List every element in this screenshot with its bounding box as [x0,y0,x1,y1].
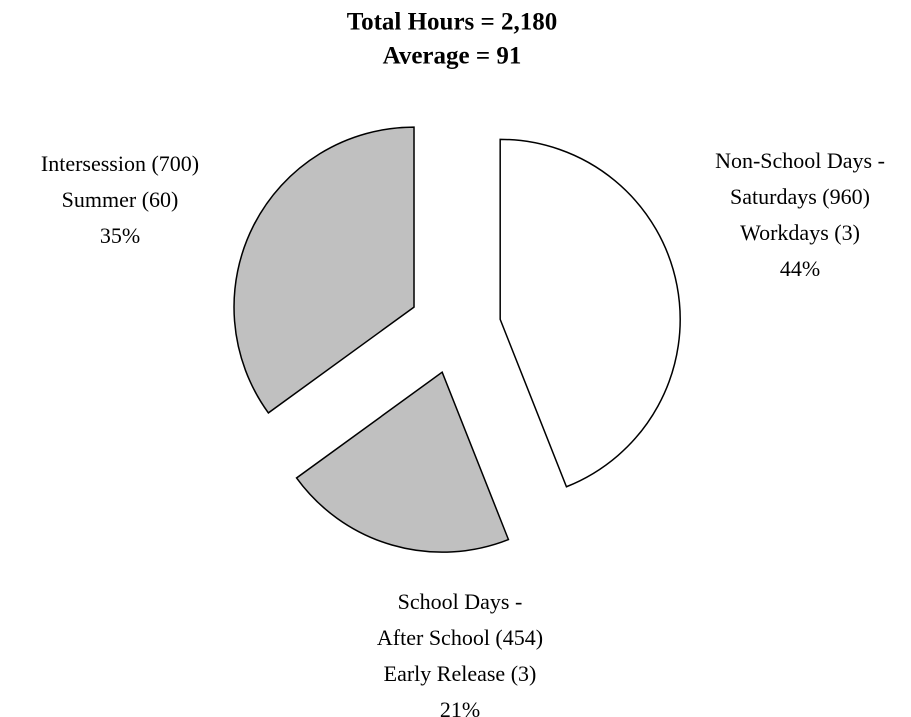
pie-slice [499,138,681,488]
slice-value-label: 35% [100,223,140,248]
slice-label: Saturdays (960) [730,184,870,209]
slice-label: Early Release (3) [384,661,537,686]
slice-label: Intersession (700) [41,151,199,176]
slice-label: Non-School Days - [715,148,885,173]
pie-slice [295,370,510,553]
chart-title: Total Hours = 2,180 [347,9,558,36]
pie-slice [233,126,415,414]
slice-label: School Days - [398,589,523,614]
slice-value-label: 21% [440,697,480,717]
slice-label: Workdays (3) [740,220,860,245]
slice-label: After School (454) [377,625,543,650]
slice-value-label: 44% [780,256,820,281]
slice-label: Summer (60) [62,187,179,212]
chart-title: Average = 91 [383,43,522,70]
